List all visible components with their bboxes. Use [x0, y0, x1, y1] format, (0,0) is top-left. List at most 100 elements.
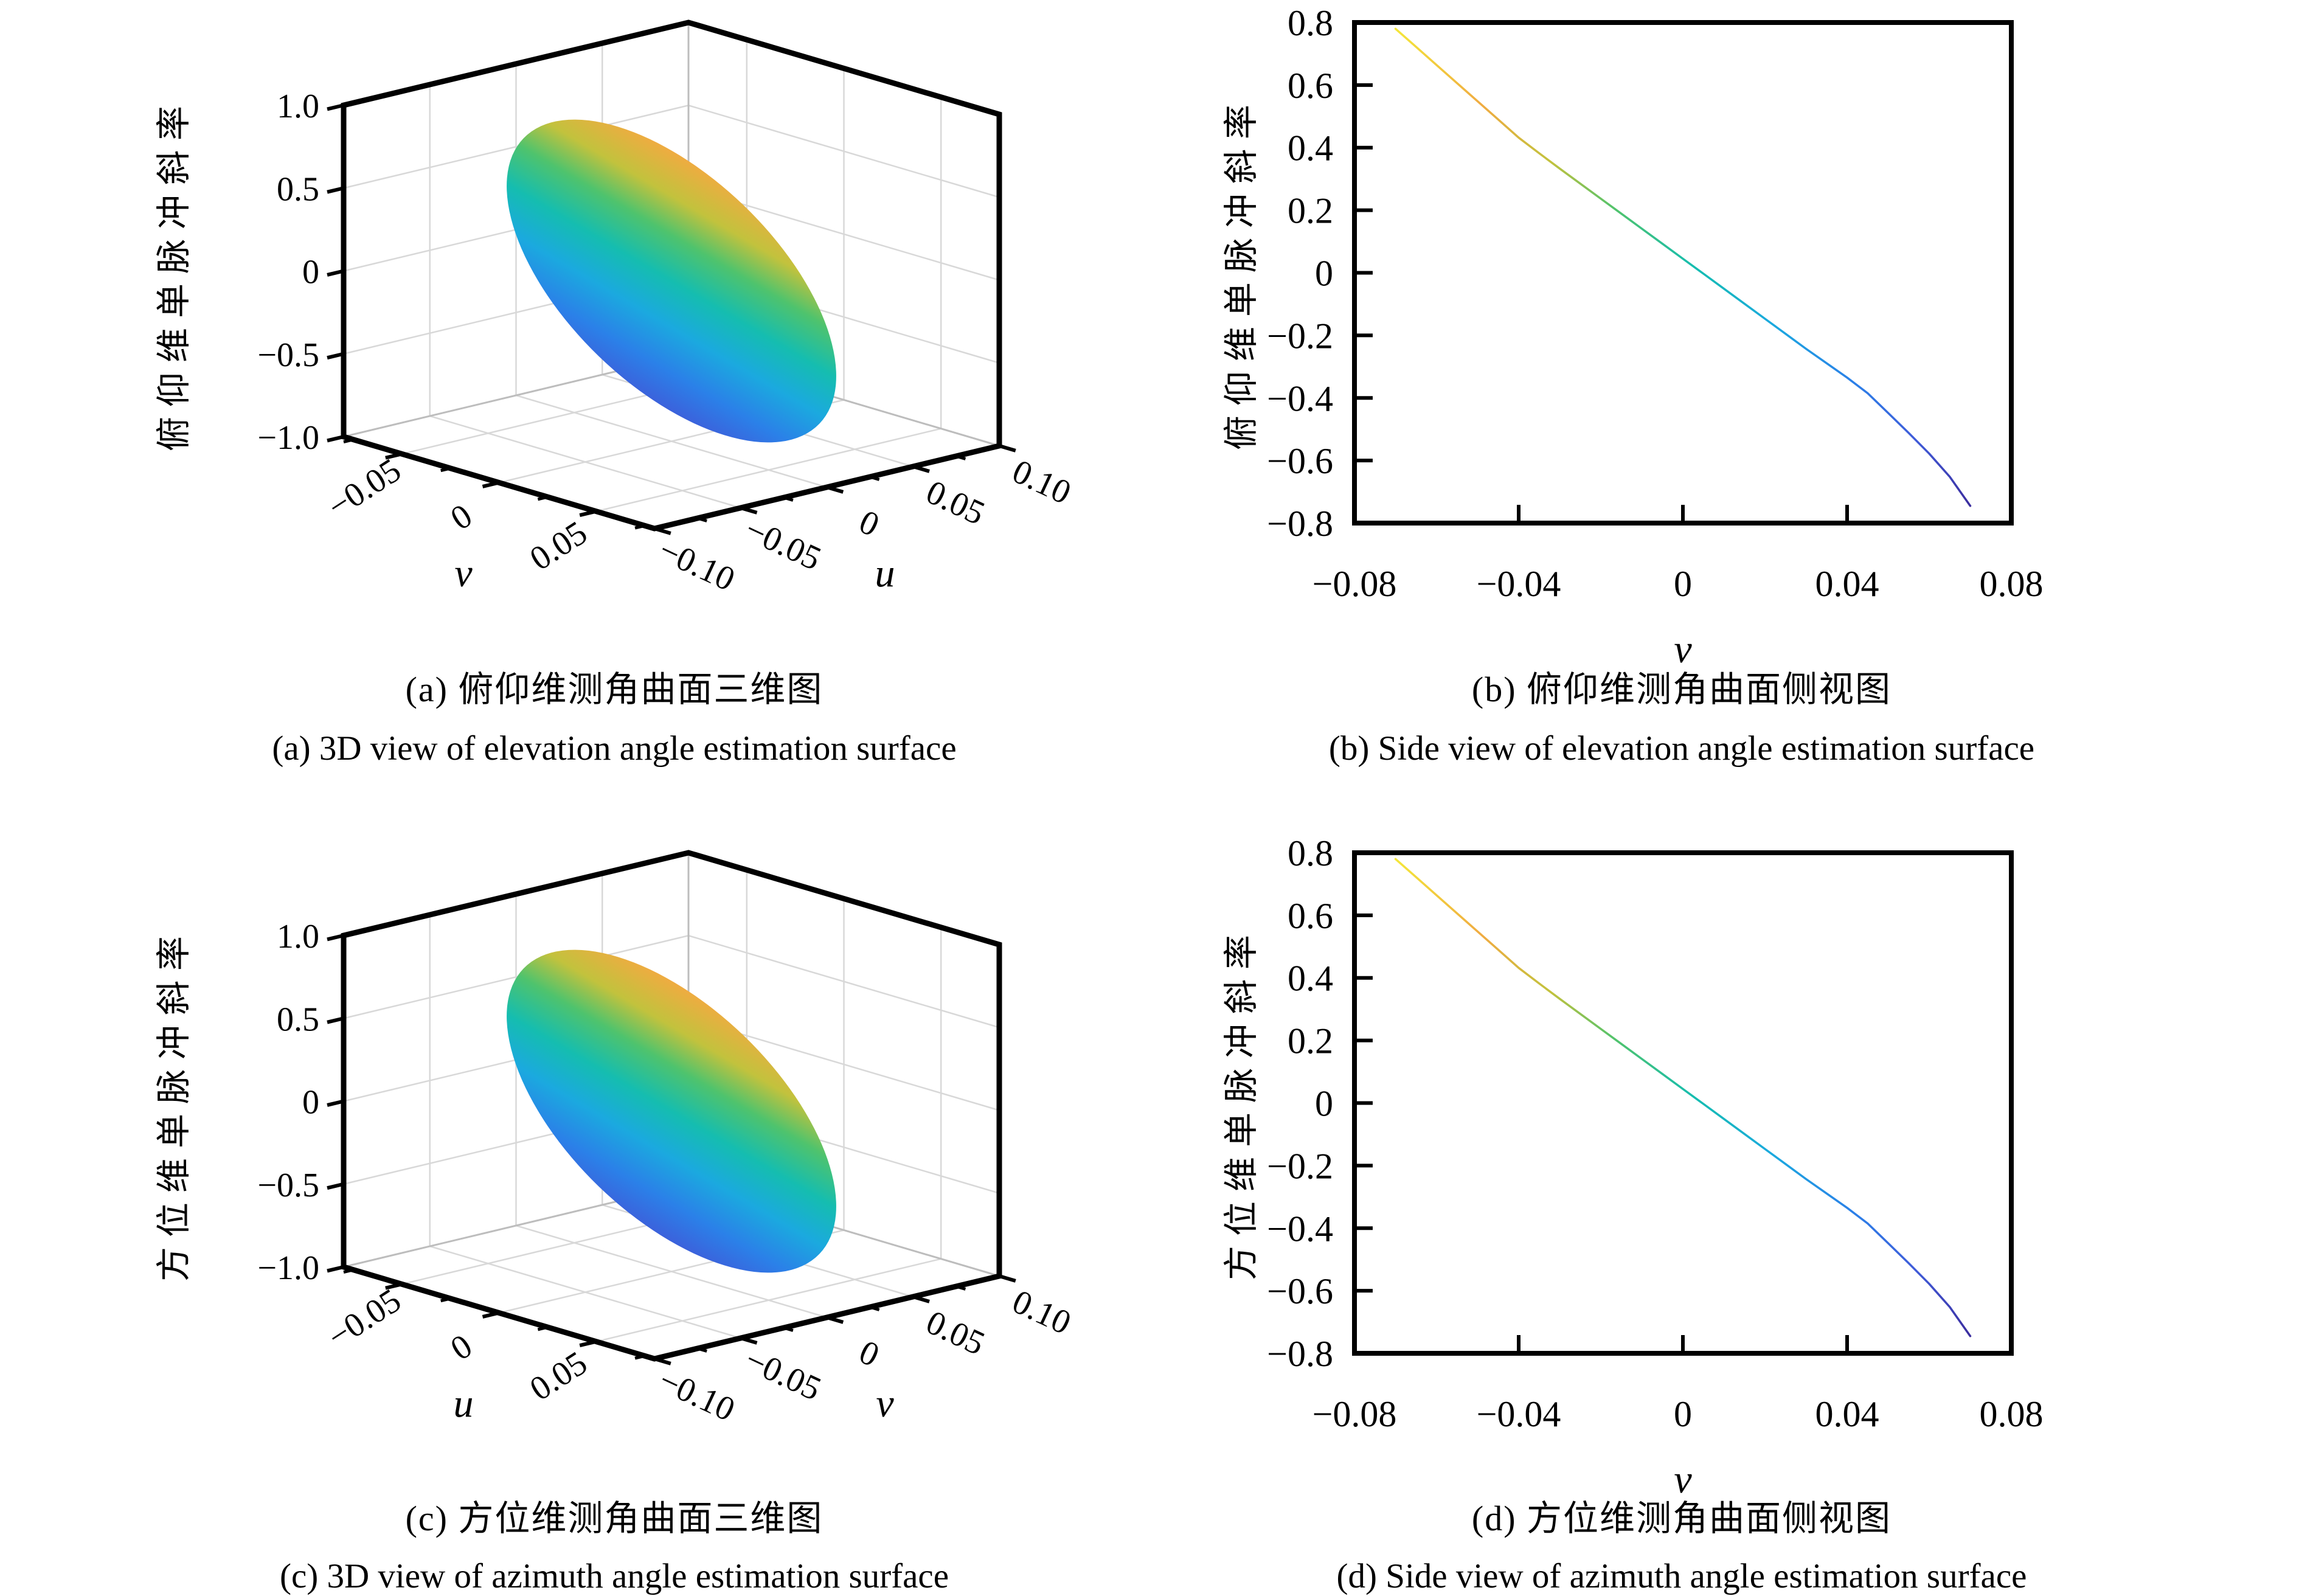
- tick-label: 0.05: [523, 514, 594, 578]
- minor-tick-mark: [869, 1305, 880, 1311]
- tick-mark: [740, 1336, 758, 1345]
- tick-label: −0.6: [1267, 1271, 1333, 1311]
- plot-a-z-axis-title: 俯仰维单脉冲斜率: [155, 96, 193, 451]
- tick-label: −0.04: [1477, 1394, 1561, 1434]
- minor-tick-mark: [697, 1347, 707, 1353]
- minor-tick-mark: [440, 467, 451, 473]
- grid-line: [595, 1258, 941, 1342]
- minor-tick-mark: [343, 438, 354, 443]
- tick-label: 0.5: [277, 170, 319, 208]
- tick-label: 0.5: [277, 1001, 319, 1038]
- tick-label: −0.8: [1267, 1334, 1333, 1374]
- caption-b-zh: (b) 俯仰维测角曲面侧视图: [1471, 670, 1892, 709]
- tick-mark: [327, 1099, 344, 1107]
- tick-mark: [579, 509, 597, 518]
- tick-label: −0.05: [321, 1282, 407, 1356]
- plot-d-2d-axes: −0.08 −0.04 0 0.04 0.08 0.8 0.6 0.4 0.2 0 −0.2 −0.4…: [1267, 833, 2043, 1434]
- grid-line: [688, 105, 1000, 198]
- tick-mark: [482, 481, 500, 488]
- tick-label: −0.4: [1267, 378, 1333, 418]
- plot-d-x-axis-name: v: [1674, 1457, 1692, 1502]
- tick-label: −0.08: [1312, 564, 1397, 604]
- surface-ellipse: [507, 119, 836, 443]
- tick-label: −0.05: [740, 1341, 827, 1408]
- tick-mark: [912, 1295, 930, 1303]
- tick-label: 0.05: [920, 1303, 990, 1363]
- tick-label: 0.10: [1007, 1283, 1077, 1342]
- minor-tick-mark: [955, 454, 966, 460]
- caption-b-en: (b) Side view of elevation angle estimat…: [1328, 729, 2035, 768]
- tick-mark: [912, 465, 930, 473]
- tick-label: 0: [853, 1333, 885, 1375]
- plot-a-right-axis-name: u: [875, 551, 895, 595]
- tick-label: −1.0: [257, 1249, 319, 1287]
- tick-label: 1.0: [277, 918, 319, 956]
- tick-mark: [826, 485, 844, 494]
- tick-label: 0: [853, 503, 885, 544]
- tick-mark: [327, 1265, 344, 1273]
- plot-d-y-axis-title: 方位维单脉冲斜率: [1222, 925, 1261, 1280]
- tick-mark: [327, 186, 344, 194]
- grid-line: [688, 935, 1000, 1029]
- tick-label: −0.05: [321, 451, 407, 526]
- plot-b-2d-axes: −0.08 −0.04 0 0.04 0.08 0.8 0.6 0.4 0.2 0 −0.2 −0.4…: [1267, 3, 2043, 604]
- caption-a-en: (a) 3D view of elevation angle estimatio…: [272, 729, 957, 768]
- minor-tick-mark: [955, 1285, 966, 1291]
- surface-ellipse: [507, 949, 836, 1273]
- tick-label: −0.04: [1477, 564, 1561, 604]
- minor-tick-mark: [697, 516, 707, 522]
- tick-label: −0.10: [653, 531, 741, 598]
- tick-mark: [327, 1016, 344, 1024]
- tick-label: −1.0: [257, 419, 319, 457]
- tick-label: 0.2: [1288, 191, 1333, 231]
- tick-label: 0: [1315, 1084, 1333, 1124]
- tick-label: 0.4: [1288, 959, 1333, 999]
- tick-label: −0.2: [1267, 1146, 1333, 1186]
- caption-d-zh: (d) 方位维测角曲面侧视图: [1471, 1499, 1892, 1538]
- tick-label: −0.4: [1267, 1209, 1333, 1249]
- tick-label: 0.05: [523, 1344, 594, 1408]
- caption-d-en: (d) Side view of azimuth angle estimatio…: [1336, 1557, 2027, 1595]
- tick-label: −0.5: [257, 336, 319, 374]
- tick-label: 0.10: [1007, 453, 1077, 512]
- plot-c-right-axis-name: v: [876, 1381, 894, 1426]
- tick-label: 0: [444, 1327, 479, 1368]
- minor-tick-mark: [440, 1297, 451, 1303]
- tick-mark: [826, 1316, 844, 1324]
- plot-b-x-axis-name: v: [1674, 627, 1692, 671]
- axes-frame: [1352, 850, 2014, 1356]
- monopulse-curve: [1394, 858, 1972, 1338]
- tick-label: 0.08: [1980, 1394, 2044, 1434]
- minor-tick-mark: [869, 475, 880, 481]
- tick-label: 0.04: [1815, 564, 1879, 604]
- minor-tick-mark: [634, 1354, 645, 1360]
- tick-label: 0: [1315, 254, 1333, 294]
- tick-mark: [327, 352, 344, 360]
- minor-tick-mark: [537, 495, 548, 501]
- plot-a-left-axis-name: v: [454, 551, 473, 595]
- tick-label: 0: [302, 254, 319, 291]
- axes-frame: [1352, 20, 2014, 526]
- plot-a-3d-axes: 1.00.50−0.5−1.0−0.05 0 0.05 −0.10−0.05 0 0.05…: [257, 19, 1077, 598]
- tick-label: 0.2: [1288, 1021, 1333, 1061]
- grid-line: [343, 935, 689, 1019]
- tick-label: −0.08: [1312, 1394, 1397, 1434]
- tick-label: 0: [444, 497, 479, 538]
- tick-label: 0: [1674, 1394, 1692, 1434]
- tick-label: −0.6: [1267, 441, 1333, 481]
- minor-tick-mark: [537, 1325, 548, 1331]
- tick-mark: [654, 527, 671, 535]
- tick-label: 0.6: [1288, 896, 1333, 936]
- plot-b-y-axis-title: 俯仰维单脉冲斜率: [1222, 95, 1261, 450]
- tick-mark: [327, 435, 344, 443]
- tick-mark: [385, 1282, 403, 1290]
- tick-mark: [482, 1311, 500, 1319]
- tick-label: 0: [1674, 564, 1692, 604]
- minor-tick-mark: [634, 524, 645, 530]
- tick-label: 0.4: [1288, 128, 1333, 168]
- plot-c-3d-axes: 1.00.50−0.5−1.0−0.05 0 0.05 −0.10−0.05 0 0.05…: [257, 850, 1077, 1429]
- tick-mark: [654, 1357, 671, 1365]
- plot-c-left-axis-name: u: [453, 1381, 474, 1426]
